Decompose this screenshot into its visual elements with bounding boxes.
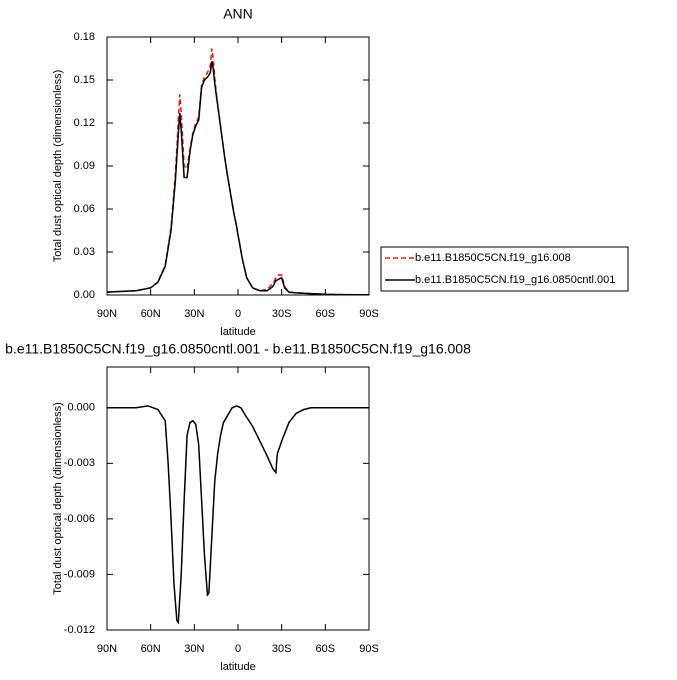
y-tick-label: -0.003: [64, 457, 95, 469]
x-tick-label: 60S: [316, 643, 336, 655]
y-tick-label: -0.009: [64, 568, 95, 580]
y-tick-label: -0.012: [64, 624, 95, 636]
x-tick-label: 60N: [141, 308, 161, 320]
y-axis-label: Total dust optical depth (dimensionless): [52, 402, 64, 595]
x-tick-label: 90S: [359, 308, 379, 320]
x-tick-label: 0: [235, 643, 241, 655]
y-tick-label: -0.006: [64, 513, 95, 525]
x-axis-label: latitude: [220, 326, 255, 338]
y-axis-label: Total dust optical depth (dimensionless): [52, 70, 64, 263]
x-tick-label: 0: [235, 308, 241, 320]
plot-frame: [106, 36, 370, 296]
x-tick-label: 30N: [184, 643, 204, 655]
x-tick-label: 60S: [316, 308, 336, 320]
y-tick-label: 0.18: [74, 31, 95, 43]
x-tick-label: 90N: [97, 643, 117, 655]
x-tick-label: 60N: [141, 643, 161, 655]
chart-title: b.e11.B1850C5CN.f19_g16.0850cntl.001 - b…: [5, 341, 471, 357]
x-tick-label: 30N: [184, 308, 204, 320]
x-tick-label: 90S: [359, 643, 379, 655]
x-tick-label: 30S: [272, 308, 292, 320]
x-tick-label: 30S: [272, 643, 292, 655]
y-tick-label: 0.03: [74, 246, 95, 258]
legend-label: b.e11.B1850C5CN.f19_g16.0850cntl.001: [415, 274, 615, 286]
data-line: [106, 61, 369, 296]
data-line: [106, 48, 369, 296]
legend-label: b.e11.B1850C5CN.f19_g16.008: [415, 252, 571, 264]
chart-title: ANN: [223, 6, 253, 22]
y-tick-label: 0.00: [74, 289, 95, 301]
y-tick-label: 0.09: [74, 160, 95, 172]
y-tick-label: 0.12: [74, 117, 95, 129]
data-line: [107, 405, 369, 625]
x-tick-label: 90N: [97, 308, 117, 320]
x-axis-label: latitude: [220, 661, 255, 673]
y-tick-label: 0.000: [67, 402, 95, 414]
y-tick-label: 0.06: [74, 203, 95, 215]
legend-box: [380, 246, 629, 292]
y-tick-label: 0.15: [74, 74, 95, 86]
